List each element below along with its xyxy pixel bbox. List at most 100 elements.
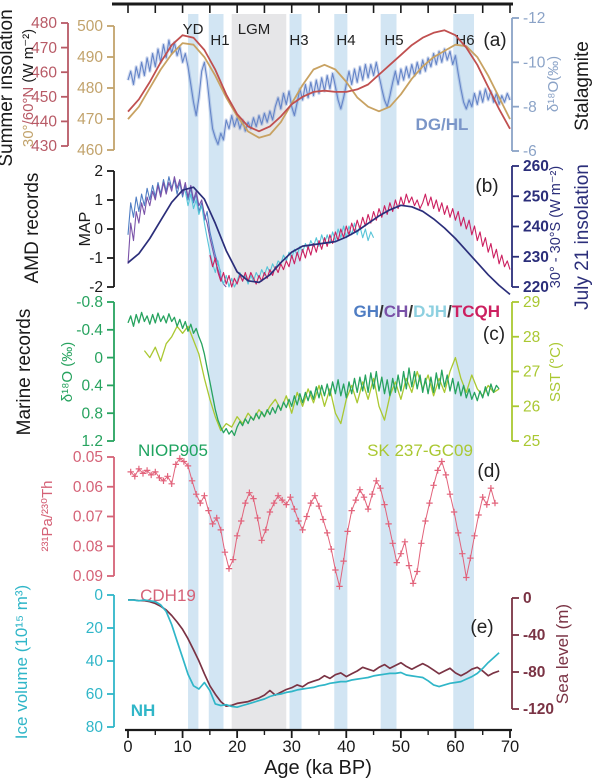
marine-d18O-axis-title: δ¹⁸O (‰) (59, 342, 76, 403)
label-part: /60°N (20, 87, 37, 125)
band-H3 (289, 14, 302, 730)
tick-label-Pa-Th-ratio: 0.07 (73, 509, 103, 526)
amd-records-title: AMD records (22, 173, 43, 284)
axis-a-stalagmite-d18O (511, 17, 519, 152)
summer-insolation-title: Summer insolation (0, 9, 17, 166)
tick-label-summer-insolation-30N: 490 (77, 49, 103, 66)
band-H6 (453, 14, 474, 730)
axis-c-marine-d18O (107, 301, 115, 442)
tick-label-summer-insolation-30N: 460 (77, 142, 103, 159)
bottom-x-axis: 0 10 20 30 40 50 60 70 Age (ka BP) (123, 728, 519, 779)
rot-sea-level-axis-title: Sea level (m) (553, 604, 572, 704)
axis-e-ice-volume (107, 594, 115, 728)
tick-label-MAP-index: 1 (94, 192, 103, 209)
label-part: TCQH (452, 302, 500, 321)
rot-july21-insolation-units: 30° - 30°S (W m⁻²) (548, 166, 564, 288)
x-tick-label: 50 (392, 738, 410, 756)
label-part: / (447, 302, 452, 321)
band-H5 (380, 14, 397, 730)
tick-label-marine-d18O: 0.8 (81, 405, 103, 422)
axis-b-july21-insolation (511, 165, 519, 288)
panel-letter-c: (c) (483, 324, 505, 345)
x-tick-label: 70 (501, 738, 519, 756)
stalagmite-d18O-axis-title: δ¹⁸O(‰) (545, 56, 562, 112)
tick-label-july21-insolation: 240 (523, 219, 549, 236)
band-label-LGM: LGM (238, 21, 271, 38)
tick-label-stalagmite-d18O: -6 (523, 143, 537, 160)
summer-insolation-units: 30°/60°N (W m⁻²) (20, 29, 37, 147)
rot-summer-insolation-units: 30°/60°N (W m⁻²) (20, 29, 37, 147)
tick-label-ice-volume: 0 (94, 587, 103, 604)
label-part: 30° (20, 124, 37, 147)
tick-label-marine-d18O: -0.8 (76, 294, 103, 311)
band-label-H1: H1 (210, 32, 229, 49)
tick-label-july21-insolation: 220 (523, 279, 549, 296)
panel-c: -0.8 -0.4 0 0.4 0.8 1.2 29 28 27 26 25 NIOP905 SK 23… (76, 294, 540, 460)
tick-label-summer-insolation-60N: 440 (31, 114, 57, 131)
tick-label-marine-d18O: 0 (94, 350, 103, 367)
label-part: CH (384, 302, 409, 321)
markers-CDH19 (127, 455, 499, 590)
band-label-H5: H5 (384, 32, 403, 49)
series-label-multi-0: GH/CH/DJH/TCQH (354, 302, 500, 321)
axis-a-summer-insolation-60N (61, 22, 69, 147)
rot-stalagmite-title: Stalagmite (572, 41, 593, 131)
tick-label-sea-level: -40 (523, 627, 545, 644)
tick-label-MAP-index: -2 (89, 279, 103, 296)
tick-label-Pa-Th-ratio: 0.05 (73, 449, 103, 466)
series-summer-insolation-30N (127, 42, 511, 139)
panel-letter-b: (b) (475, 176, 498, 197)
tick-label-july21-insolation: 250 (523, 188, 549, 205)
series-label-CDH19: CDH19 (140, 586, 196, 605)
tick-label-stalagmite-d18O: -10 (523, 55, 546, 72)
tick-label-SST: 28 (523, 329, 540, 346)
rot-stalagmite-d18O-axis-title: δ¹⁸O(‰) (545, 56, 562, 112)
rot-summer-insolation-title: Summer insolation (0, 9, 17, 166)
tick-label-summer-insolation-30N: 480 (77, 80, 103, 97)
axis-e-sea-level (511, 597, 519, 710)
x-tick-label: 40 (337, 738, 355, 756)
tick-label-july21-insolation: 260 (523, 158, 549, 175)
tick-label-summer-insolation-30N: 500 (77, 18, 103, 35)
map-axis-title: MAP (77, 212, 94, 247)
tick-label-sea-level: -80 (523, 664, 545, 681)
rot-pa-th-axis-title: ²³¹Pa/²³⁰Th (39, 480, 56, 551)
x-tick-label: 30 (283, 738, 301, 756)
rot-marine-records-title: Marine records (14, 309, 35, 436)
tick-label-marine-d18O: -0.4 (76, 322, 103, 339)
panel-letter-d: (d) (477, 461, 500, 482)
tick-label-ice-volume: 40 (86, 653, 104, 670)
panel-letter-a: (a) (483, 30, 506, 51)
tick-label-SST: 25 (523, 433, 540, 450)
panel-e: 0 20 40 60 80 0 -40 -80 -120 NH (e) (86, 587, 554, 736)
rot-amd-records-title: AMD records (22, 173, 43, 284)
series-summer-insolation-60N (127, 29, 511, 133)
x-tick-label: 20 (228, 738, 246, 756)
tick-label-SST: 29 (523, 294, 540, 311)
axis-b-MAP-index (107, 170, 115, 288)
rot-ice-volume-axis-title: Ice volume (10¹⁵ m³) (12, 585, 31, 739)
x-axis-title: Age (ka BP) (264, 757, 372, 779)
band-YD (188, 14, 199, 730)
series-label-SK 237-GC09: SK 237-GC09 (367, 441, 473, 460)
rot-map-axis-title: MAP (77, 212, 94, 247)
series-NIOP905 (127, 311, 500, 437)
x-tick-label: 60 (446, 738, 464, 756)
july21-insolation-units: 30° - 30°S (W m⁻²) (548, 166, 564, 288)
rot-sst-axis-title: SST (°C) (547, 342, 564, 402)
tick-label-stalagmite-d18O: -12 (523, 10, 545, 27)
band-label-H3: H3 (289, 32, 308, 49)
tick-label-ice-volume: 80 (86, 719, 104, 736)
tick-label-Pa-Th-ratio: 0.06 (73, 479, 103, 496)
series-label-NH: NH (131, 701, 156, 720)
rot-marine-d18O-axis-title: δ¹⁸O (‰) (59, 342, 76, 403)
label-part: / (408, 302, 413, 321)
panel-letter-e: (e) (470, 617, 493, 638)
marine-records-title: Marine records (14, 309, 35, 436)
tick-label-sea-level: 0 (523, 590, 532, 607)
tick-label-Pa-Th-ratio: 0.08 (73, 538, 103, 555)
label-part: (W m⁻²) (20, 29, 37, 87)
x-tick-label: 10 (173, 738, 191, 756)
